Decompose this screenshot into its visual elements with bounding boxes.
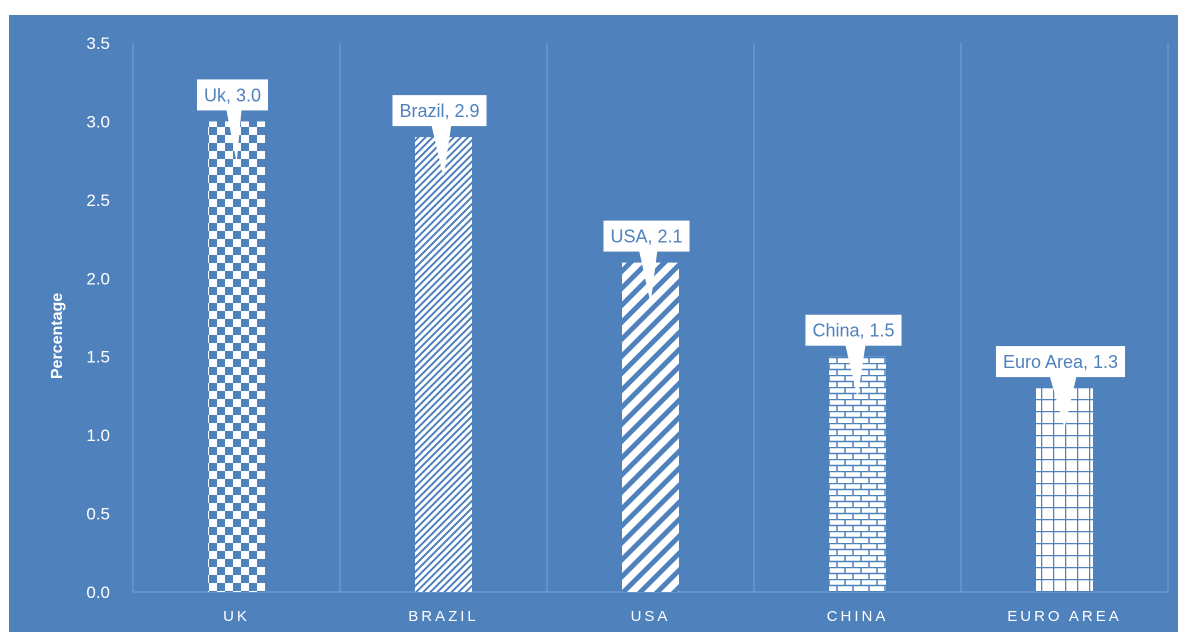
x-axis-labels: UK BRAZIL USA CHINA EURO AREA	[223, 608, 1122, 625]
y-tick-label: 0.0	[86, 583, 110, 602]
y-axis-title: Percentage	[49, 293, 66, 379]
y-tick-label: 1.5	[86, 348, 110, 367]
data-label-text: USA, 2.1	[610, 227, 682, 247]
chart-background	[9, 15, 1178, 632]
x-category-label: USA	[631, 608, 671, 625]
y-tick-label: 2.5	[86, 191, 110, 210]
bar-china	[829, 356, 886, 592]
callout-box	[995, 346, 1126, 378]
data-label-text: China, 1.5	[812, 321, 894, 341]
data-label-callout: Brazil, 2.9	[392, 95, 487, 176]
callout-box	[603, 220, 690, 252]
callout-box	[196, 79, 269, 111]
data-label-text: Brazil, 2.9	[399, 101, 479, 121]
chart-area: Uk, 3.0 Brazil, 2.9 USA, 2.1 China, 1.5 Euro…	[9, 15, 1178, 632]
data-label-text: Euro Area, 1.3	[1003, 352, 1118, 372]
callout-box	[805, 314, 902, 346]
data-label-callout: Uk, 3.0	[196, 79, 269, 160]
bar-usa	[622, 262, 679, 592]
bar-brazil	[415, 137, 472, 592]
bar-uk	[208, 121, 265, 592]
x-category-label: BRAZIL	[408, 608, 479, 625]
y-tick-label: 2.0	[86, 269, 110, 288]
bars	[208, 121, 1093, 592]
data-label-text: Uk, 3.0	[204, 85, 261, 105]
x-category-label: EURO AREA	[1007, 608, 1122, 625]
x-category-label: CHINA	[827, 608, 889, 625]
callout-box	[392, 95, 487, 127]
y-tick-label: 1.0	[86, 426, 110, 445]
data-label-callout: China, 1.5	[805, 314, 902, 395]
bar-chart: Uk, 3.0 Brazil, 2.9 USA, 2.1 China, 1.5 Euro…	[9, 15, 1178, 632]
data-labels: Uk, 3.0 Brazil, 2.9 USA, 2.1 China, 1.5 Euro…	[196, 79, 1126, 427]
y-tick-label: 3.0	[86, 112, 110, 131]
y-axis-ticks: 0.0 0.5 1.0 1.5 2.0 2.5 3.0 3.5	[86, 34, 110, 602]
y-tick-label: 3.5	[86, 34, 110, 53]
y-tick-label: 0.5	[86, 505, 110, 524]
x-category-label: UK	[223, 608, 250, 625]
data-label-callout: Euro Area, 1.3	[995, 346, 1126, 427]
data-label-callout: USA, 2.1	[603, 220, 690, 301]
